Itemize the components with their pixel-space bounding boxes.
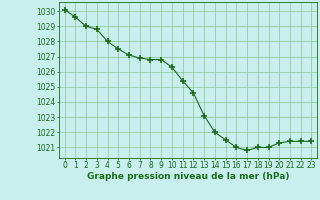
X-axis label: Graphe pression niveau de la mer (hPa): Graphe pression niveau de la mer (hPa) bbox=[87, 172, 289, 181]
